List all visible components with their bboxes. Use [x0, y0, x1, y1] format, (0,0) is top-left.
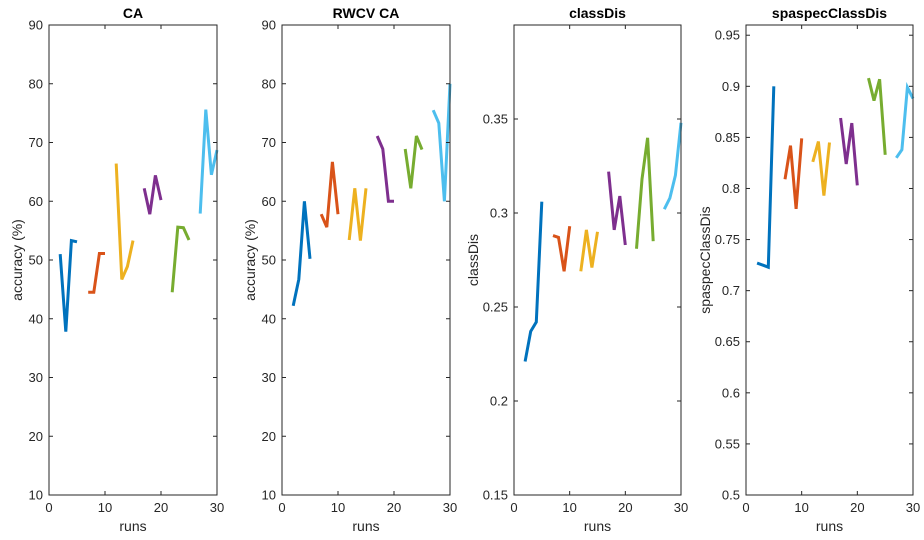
x-tick-label: 10: [98, 500, 112, 515]
x-axis-label: runs: [816, 518, 843, 534]
y-tick-label: 40: [29, 311, 43, 326]
y-tick-label: 0.8: [722, 181, 740, 196]
y-tick-label: 30: [262, 370, 276, 385]
series-line-1: [58, 238, 78, 332]
series-line-3: [114, 163, 135, 280]
y-tick-label: 60: [29, 194, 43, 209]
y-tick-label: 10: [262, 488, 276, 503]
x-tick-label: 30: [674, 500, 688, 515]
series-line-5: [867, 77, 887, 155]
x-tick-label: 20: [387, 500, 401, 515]
y-tick-label: 0.85: [715, 130, 740, 145]
y-tick-label: 0.95: [715, 28, 740, 43]
y-tick-label: 0.25: [483, 300, 508, 315]
x-tick-label: 30: [443, 500, 457, 515]
x-tick-label: 20: [850, 500, 864, 515]
x-tick-label: 0: [510, 500, 517, 515]
y-tick-label: 70: [262, 135, 276, 150]
x-tick-label: 20: [618, 500, 632, 515]
y-tick-label: 0.9: [722, 79, 740, 94]
y-tick-label: 0.55: [715, 436, 740, 451]
chart-title: spaspecClassDis: [772, 5, 887, 21]
x-tick-label: 30: [906, 500, 920, 515]
x-tick-label: 10: [331, 500, 345, 515]
series-line-4: [375, 135, 394, 203]
y-tick-label: 0.5: [722, 488, 740, 503]
y-tick-label: 0.6: [722, 385, 740, 400]
series-line-5: [635, 137, 655, 249]
series-line-2: [783, 138, 804, 210]
x-axis-label: runs: [352, 518, 379, 534]
y-tick-label: 50: [262, 253, 276, 268]
x-tick-label: 0: [742, 500, 749, 515]
y-tick-label: 10: [29, 488, 43, 503]
series-line-4: [839, 117, 859, 186]
y-tick-label: 0.75: [715, 232, 740, 247]
plot-area: [49, 25, 217, 495]
y-axis-label: spaspecClassDis: [697, 206, 713, 313]
y-tick-label: 0.65: [715, 334, 740, 349]
y-tick-label: 0.2: [490, 394, 508, 409]
y-tick-label: 40: [262, 311, 276, 326]
y-tick-label: 90: [29, 18, 43, 33]
series-line-1: [523, 201, 544, 362]
series-line-3: [347, 188, 368, 241]
chart-panel-1: 0 10 20 30102030405060708090CArunsaccuracy …: [9, 5, 224, 534]
y-tick-label: 0.7: [722, 283, 740, 298]
series-line-5: [170, 225, 191, 293]
chart-title: CA: [123, 5, 143, 21]
series-line-6: [198, 109, 219, 214]
series-line-5: [403, 135, 424, 189]
axes-box: [513, 24, 682, 496]
series-line-3: [579, 229, 599, 272]
x-tick-label: 10: [562, 500, 576, 515]
plot-area: [282, 25, 450, 495]
y-tick-label: 60: [262, 194, 276, 209]
y-tick-label: 80: [262, 76, 276, 91]
series-line-4: [142, 175, 163, 215]
plot-area: [746, 25, 913, 495]
x-axis-label: runs: [119, 518, 146, 534]
x-tick-label: 0: [45, 500, 52, 515]
x-tick-label: 10: [794, 500, 808, 515]
y-tick-label: 0.3: [490, 206, 508, 221]
y-tick-label: 20: [262, 429, 276, 444]
series-line-6: [662, 122, 683, 210]
y-tick-label: 90: [262, 18, 276, 33]
series-line-2: [88, 252, 105, 294]
series-line-1: [756, 86, 776, 270]
y-tick-label: 20: [29, 429, 43, 444]
x-tick-label: 20: [154, 500, 168, 515]
plot-area: [514, 25, 681, 495]
series-line-6: [895, 81, 915, 159]
y-tick-label: 0.15: [483, 488, 508, 503]
x-axis-label: runs: [584, 518, 611, 534]
series-line-4: [607, 171, 627, 246]
y-axis-label: accuracy (%): [9, 219, 25, 301]
series-line-3: [811, 141, 831, 196]
chart-title: RWCV CA: [333, 5, 400, 21]
y-tick-label: 50: [29, 253, 43, 268]
y-axis-label: classDis: [465, 234, 481, 286]
series-line-2: [552, 226, 572, 272]
y-tick-label: 70: [29, 135, 43, 150]
chart-panel-4: 0 10 20 30 0.5 0.55 0.6 0.65 0.7 0.75 0.8 0.85 0.9 0.…: [697, 5, 920, 534]
y-tick-label: 0.35: [483, 112, 508, 127]
axes-box: [745, 24, 914, 496]
y-axis-label: accuracy (%): [242, 219, 258, 301]
chart-panel-3: 0 10 20 30 0.15 0.2 0.25 0.3 0.35 classDis runs cla…: [465, 5, 688, 534]
series-line-1: [291, 201, 312, 307]
x-tick-label: 30: [210, 500, 224, 515]
x-tick-label: 0: [278, 500, 285, 515]
series-line-2: [319, 161, 340, 228]
y-tick-label: 80: [29, 76, 43, 91]
y-tick-label: 30: [29, 370, 43, 385]
chart-title: classDis: [569, 5, 626, 21]
